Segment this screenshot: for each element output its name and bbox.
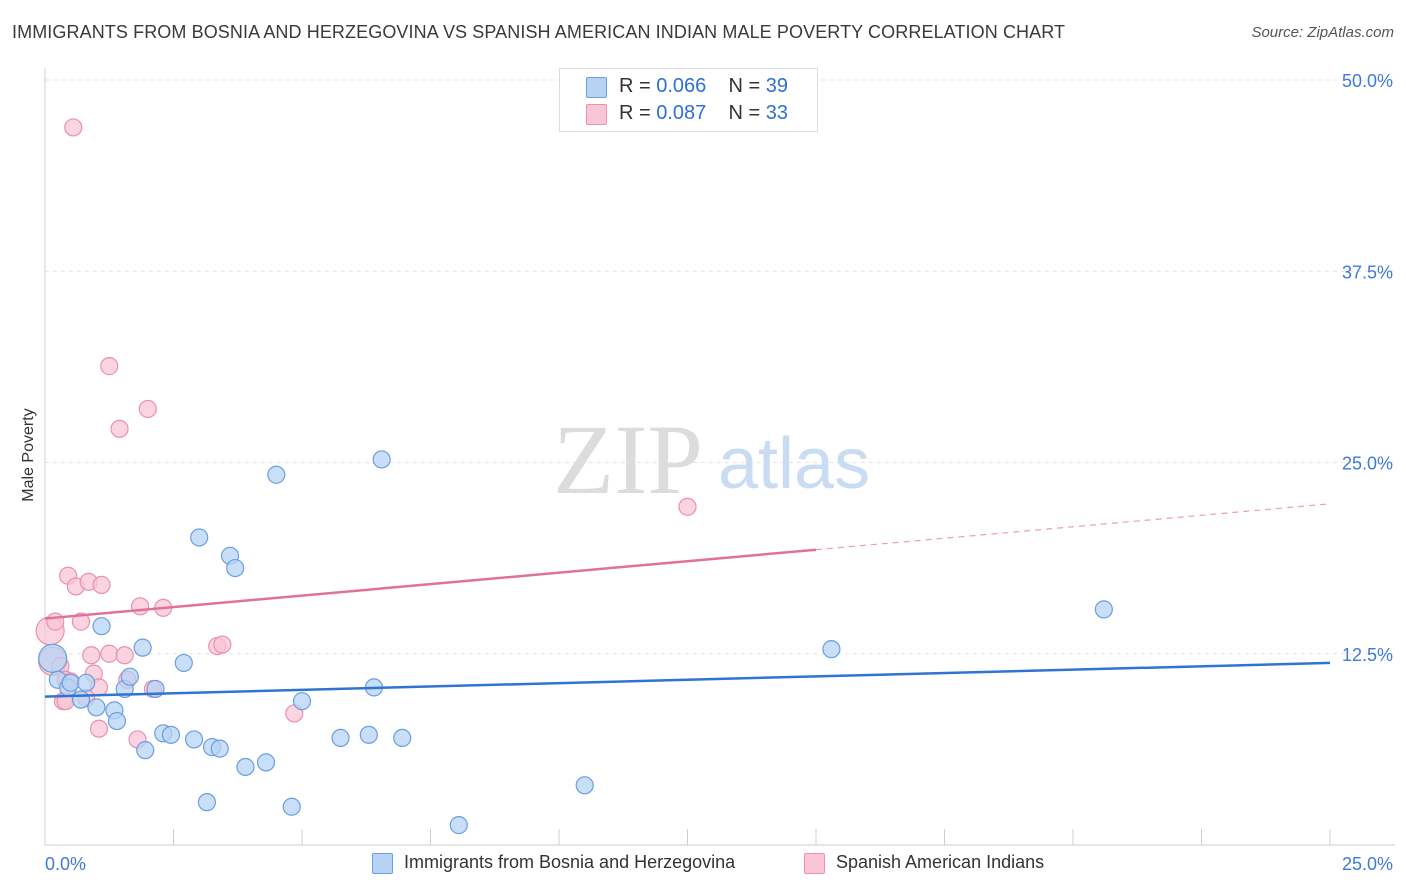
data-point-bosnia <box>372 450 391 469</box>
data-point-bosnia <box>393 728 412 748</box>
trend-lines <box>44 503 1331 698</box>
data-point-bosnia <box>292 692 312 711</box>
data-point-bosnia <box>136 741 155 760</box>
data-point-bosnia <box>282 797 301 816</box>
r-value: 0.066 <box>656 75 707 97</box>
y-tick-label: 25.0% <box>1342 454 1393 474</box>
data-point-bosnia <box>38 643 68 673</box>
data-point-spanish-american-indian <box>110 419 129 438</box>
data-point-bosnia <box>822 640 841 659</box>
n-label: N = <box>728 75 761 97</box>
data-point-bosnia <box>87 698 106 717</box>
data-point-spanish-american-indian <box>100 644 119 663</box>
data-point-bosnia <box>107 711 127 731</box>
tick-labels: 12.5% 25.0% 37.5% 50.0% 0.0% 25.0% <box>45 71 1393 874</box>
legend-swatch-blue <box>372 853 393 874</box>
data-point-bosnia <box>197 793 217 812</box>
data-point-bosnia <box>61 673 80 692</box>
n-value: 39 <box>765 75 789 97</box>
n-value: 33 <box>765 102 789 124</box>
data-point-bosnia <box>331 728 350 748</box>
data-point-spanish-american-indian <box>82 646 101 665</box>
data-point-bosnia <box>267 465 286 484</box>
data-point-bosnia <box>174 653 193 673</box>
axes <box>44 68 1395 846</box>
n-label: N = <box>728 102 761 124</box>
data-point-bosnia <box>575 776 594 795</box>
data-point-spanish-american-indian <box>213 635 232 654</box>
data-point-bosnia <box>133 638 152 657</box>
data-point-bosnia <box>190 528 209 547</box>
source-credit: Source: ZipAtlas.com <box>1251 24 1394 41</box>
data-point-spanish-american-indian <box>678 497 697 516</box>
gridlines <box>45 79 1395 655</box>
trend-line-bosnia <box>44 661 1331 698</box>
trend-line-spanish-american-indians <box>44 548 817 620</box>
x-tick-label: 25.0% <box>1342 854 1393 874</box>
chart-title: IMMIGRANTS FROM BOSNIA AND HERZEGOVINA V… <box>12 22 1066 42</box>
r-label: R = <box>619 75 651 97</box>
data-point-bosnia <box>184 730 204 749</box>
data-point-spanish-american-indian <box>138 399 157 419</box>
data-point-spanish-american-indian <box>71 612 91 631</box>
x-tick-label: 0.0% <box>45 854 86 874</box>
data-point-spanish-american-indian <box>92 575 111 595</box>
y-tick-label: 37.5% <box>1342 262 1393 282</box>
legend-swatch-pink <box>804 853 825 874</box>
r-label: R = <box>619 102 651 124</box>
data-point-bosnia <box>449 816 468 835</box>
legend-label: Immigrants from Bosnia and Herzegovina <box>404 852 736 872</box>
watermark-atlas: atlas <box>718 424 870 504</box>
data-point-bosnia <box>1094 600 1113 619</box>
watermark: ZIP atlas <box>553 404 870 515</box>
data-point-bosnia <box>359 725 378 744</box>
data-point-bosnia <box>120 667 139 686</box>
legend-swatch-pink <box>586 104 607 125</box>
legend-label: Spanish American Indians <box>836 852 1045 872</box>
data-point-spanish-american-indian <box>64 118 83 137</box>
data-point-bosnia <box>236 757 255 777</box>
data-point-spanish-american-indian <box>130 597 150 616</box>
r-value: 0.087 <box>656 102 707 124</box>
stats-legend: R = 0.066 N = 39 R = 0.087 N = 33 <box>559 68 818 132</box>
y-tick-label: 12.5% <box>1342 645 1393 665</box>
data-point-bosnia <box>161 725 181 744</box>
data-point-bosnia <box>256 753 276 772</box>
data-point-bosnia <box>92 617 111 636</box>
watermark-zip: ZIP <box>553 404 703 515</box>
data-point-spanish-american-indian <box>100 357 119 376</box>
trend-line-spanish-american-indians-projection <box>815 503 1331 551</box>
data-point-bosnia <box>71 690 91 709</box>
data-point-spanish-american-indian <box>46 612 65 631</box>
data-point-bosnia <box>226 558 245 578</box>
data-point-spanish-american-indian <box>115 646 134 665</box>
data-point-spanish-american-indian <box>89 719 109 738</box>
legend-swatch-blue <box>586 77 607 98</box>
data-point-bosnia <box>77 673 96 692</box>
y-tick-label: 50.0% <box>1342 71 1393 91</box>
data-point-bosnia <box>210 739 229 758</box>
